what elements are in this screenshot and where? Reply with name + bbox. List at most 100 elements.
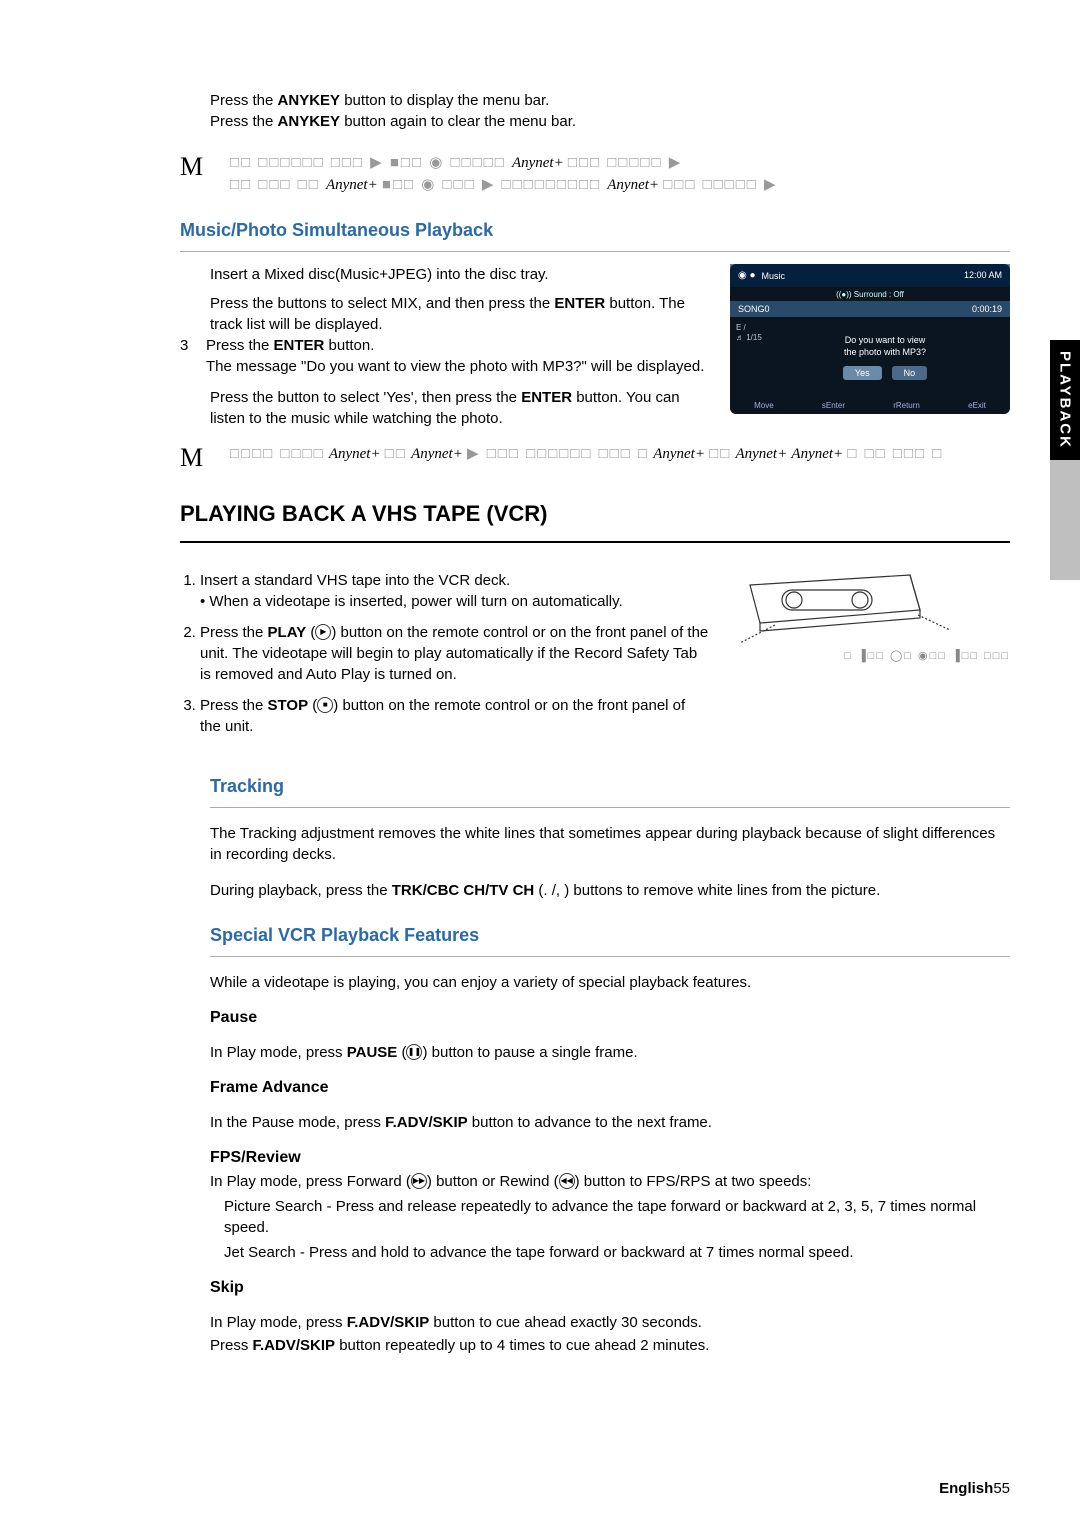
forward-icon: ▶▶ [411, 1173, 427, 1189]
vcr-illustration [730, 555, 960, 645]
tv-exit: eExit [968, 401, 986, 410]
page-footer: English55 [939, 1480, 1010, 1497]
tv-dialog-1: Do you want to view [815, 335, 955, 347]
frame-b: F.ADV/SKIP [385, 1114, 468, 1131]
footer-page: 55 [993, 1480, 1010, 1497]
intro-block: Press the ANYKEY button to display the m… [210, 90, 1010, 132]
skip-d: Press [210, 1337, 253, 1354]
special-title: Special VCR Playback Features [210, 925, 1010, 946]
step-3-num: 3 [180, 335, 206, 356]
tv-yes-button[interactable]: Yes [843, 366, 882, 380]
step-1: Insert a Mixed disc(Music+JPEG) into the… [210, 264, 710, 285]
tv-side-2: ♬ 1/15 [736, 333, 762, 343]
step-3-b: ENTER [274, 337, 325, 354]
step-2-b: ENTER [554, 295, 605, 312]
frame-c: button to advance to the next frame. [468, 1114, 712, 1131]
vhs-title: PLAYING BACK A VHS TAPE (VCR) [180, 501, 1010, 527]
note1-line1-end: □□□ □□□□□ ▶ [568, 154, 682, 171]
note2-mid: □□ [385, 445, 407, 462]
step-3-a: Press the [206, 337, 274, 354]
fps-a: In Play mode, press Forward ( [210, 1173, 411, 1190]
note-1: M □□ □□□□□□ □□□ ▶ ■□□ ◉ □□□□□ Anynet+ □□… [180, 152, 1010, 196]
section-special: Special VCR Playback Features While a vi… [210, 925, 1010, 1356]
pause-heading: Pause [210, 1009, 1010, 1027]
anynet-logo: Anynet+ [326, 175, 378, 196]
frame-heading: Frame Advance [210, 1079, 1010, 1097]
tv-no-button[interactable]: No [892, 366, 928, 380]
note2-end: □ □□ □□□ □ [847, 445, 943, 462]
rewind-icon: ◀◀ [559, 1173, 575, 1189]
note1-line2-mid: ■□□ ◉ □□□ ▶ □□□□□□□□□ [382, 176, 607, 193]
tracking-p2c: (. /, ) buttons to remove white lines fr… [534, 882, 880, 899]
pause-c: button to pause a single frame. [427, 1044, 637, 1061]
fps-heading: FPS/Review [210, 1149, 1010, 1167]
skip-heading: Skip [210, 1279, 1010, 1297]
vhs-li3a: Press the [200, 697, 268, 714]
step-3-c: button. [324, 337, 374, 354]
side-tab: PLAYBACK [1050, 300, 1080, 580]
skip-b: F.ADV/SKIP [347, 1314, 430, 1331]
anynet-logo: Anynet+ [735, 444, 787, 465]
special-intro: While a videotape is playing, you can en… [210, 972, 1010, 993]
note1-line2: □□ □□□ □□ [230, 176, 326, 193]
skip-e: F.ADV/SKIP [253, 1337, 336, 1354]
fps-b: ) button or Rewind ( [427, 1173, 559, 1190]
side-tab-label: PLAYBACK [1057, 351, 1074, 449]
anynet-logo: Anynet+ [329, 444, 381, 465]
section-vhs: PLAYING BACK A VHS TAPE (VCR) Insert a s… [180, 501, 1010, 752]
vhs-li1a: Insert a standard VHS tape into the VCR … [200, 572, 510, 589]
fps-e: Jet Search - Press and hold to advance t… [224, 1242, 1010, 1263]
intro-line2-a: Press the [210, 113, 278, 130]
disc-icon: ◉ ● [738, 270, 756, 281]
stop-icon: ■ [317, 697, 333, 713]
step-2-a: Press the buttons to select MIX, and the… [210, 295, 554, 312]
skip-c: button to cue ahead exactly 30 seconds. [429, 1314, 702, 1331]
footer-lang: English [939, 1480, 993, 1497]
note-2: M □□□□ □□□□ Anynet+ □□ Anynet+ ▶ □□□ □□□… [180, 443, 1010, 473]
tv-dialog-2: the photo with MP3? [815, 347, 955, 359]
tv-side-1: E / [736, 323, 762, 333]
step-4-b: ENTER [521, 389, 572, 406]
frame-a: In the Pause mode, press [210, 1114, 385, 1131]
vcr-caption: □ ▐□□ ◯□ ◉□□ ▐□□ □□□ [730, 649, 1010, 662]
tracking-title: Tracking [210, 776, 1010, 797]
tv-title: Music [762, 271, 786, 281]
section-music-photo: Music/Photo Simultaneous Playback Insert… [180, 220, 1010, 429]
note2-after: ▶ □□□ □□□□□□ □□□ □ [467, 445, 649, 462]
tv-surround: ((●)) Surround : Off [730, 287, 1010, 299]
vhs-li1b: • When a videotape is inserted, power wi… [200, 593, 623, 610]
pause-b: PAUSE [347, 1044, 398, 1061]
anynet-logo: Anynet+ [411, 444, 463, 465]
pause-icon: ❚❚ [406, 1044, 422, 1060]
note1-line1: □□ □□□□□□ □□□ ▶ ■□□ ◉ □□□□□ [230, 154, 512, 171]
note1-line2-end: □□□ □□□□□ ▶ [663, 176, 777, 193]
skip-f: button repeatedly up to 4 times to cue a… [335, 1337, 709, 1354]
step-4-a: Press the button to select 'Yes', then p… [210, 389, 521, 406]
tv-screenshot: ◉ ● Music 12:00 AM ((●)) Surround : Off … [730, 264, 1010, 414]
section-tracking: Tracking The Tracking adjustment removes… [210, 776, 1010, 901]
tv-move: Move [754, 401, 774, 410]
vhs-step-3: Press the STOP (■) button on the remote … [200, 695, 710, 737]
skip-a: In Play mode, press [210, 1314, 347, 1331]
fps-c: ) button to FPS/RPS at two speeds: [575, 1173, 812, 1190]
note-icon: M [180, 152, 210, 182]
note-icon: M [180, 443, 210, 473]
anynet-logo: Anynet+ [653, 444, 705, 465]
anynet-logo: Anynet+ [607, 175, 659, 196]
tracking-p2b: TRK/CBC CH/TV CH [392, 882, 535, 899]
tracking-p2a: During playback, press the [210, 882, 392, 899]
intro-line2-c: button again to clear the menu bar. [340, 113, 576, 130]
intro-line1-b: ANYKEY [278, 92, 341, 109]
tracking-p1: The Tracking adjustment removes the whit… [210, 823, 1010, 865]
tv-song: SONG0 [738, 304, 770, 314]
tv-return: rReturn [893, 401, 920, 410]
vhs-step-2: Press the PLAY (▶) button on the remote … [200, 622, 710, 685]
tv-enter: sEnter [822, 401, 845, 410]
pause-a: In Play mode, press [210, 1044, 347, 1061]
tv-duration: 0:00:19 [972, 304, 1002, 314]
intro-line1-c: button to display the menu bar. [340, 92, 549, 109]
anynet-logo: Anynet+ [512, 153, 564, 174]
note2-body: □□□□ □□□□ [230, 445, 325, 462]
anynet-logo: Anynet+ [791, 444, 843, 465]
step-3-d: The message "Do you want to view the pho… [206, 356, 710, 377]
